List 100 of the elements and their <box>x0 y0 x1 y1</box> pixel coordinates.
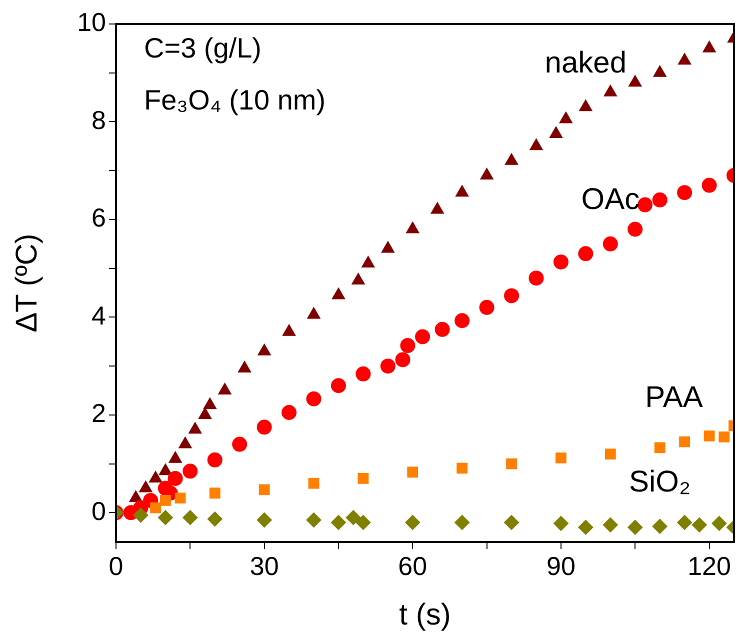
point <box>282 405 297 420</box>
point <box>182 464 198 479</box>
point <box>207 452 222 468</box>
annotation: C=3 (g/L) <box>144 32 262 64</box>
point <box>306 391 322 406</box>
point <box>454 514 470 530</box>
point <box>330 378 346 394</box>
y-tick-label: 2 <box>92 398 106 428</box>
point <box>604 448 616 460</box>
series-label: PAA <box>645 381 703 414</box>
point <box>332 288 346 300</box>
point <box>356 514 371 530</box>
point <box>504 514 520 530</box>
point <box>679 436 690 448</box>
point <box>150 502 161 514</box>
point <box>718 431 730 442</box>
point <box>400 338 416 354</box>
point <box>168 470 183 486</box>
point <box>454 313 470 328</box>
point <box>602 236 618 252</box>
point <box>209 488 220 499</box>
point <box>702 178 717 193</box>
point <box>602 517 618 532</box>
point <box>553 254 568 270</box>
point <box>559 112 572 124</box>
point <box>258 344 271 356</box>
point <box>406 222 420 234</box>
point <box>160 495 171 506</box>
y-tick-label: 10 <box>77 7 106 38</box>
point <box>346 510 361 526</box>
point <box>203 398 216 410</box>
point <box>282 324 296 336</box>
point <box>381 241 394 253</box>
y-tick-label: 0 <box>92 496 106 526</box>
point <box>188 422 202 434</box>
point <box>578 246 594 262</box>
point <box>356 366 371 382</box>
point <box>238 361 252 373</box>
point <box>530 138 543 150</box>
point <box>677 514 692 530</box>
x-tick-label: 120 <box>688 550 731 581</box>
point <box>456 185 469 197</box>
point <box>430 202 444 214</box>
point <box>553 516 568 531</box>
point <box>604 84 617 96</box>
point <box>407 466 418 478</box>
y-tick-label: 4 <box>92 300 106 330</box>
series-label: OAc <box>581 183 640 216</box>
point <box>628 520 643 535</box>
x-tick-label: 90 <box>546 550 576 581</box>
point <box>678 53 692 65</box>
point <box>692 517 707 532</box>
point <box>405 514 420 530</box>
point <box>456 462 468 474</box>
series-label: SiO₂ <box>629 466 691 499</box>
point <box>256 420 272 435</box>
point <box>480 168 494 180</box>
point <box>380 358 396 374</box>
point <box>129 490 142 502</box>
point <box>258 484 270 496</box>
point <box>638 197 653 212</box>
point <box>358 473 369 484</box>
point <box>362 256 375 268</box>
point <box>628 75 642 87</box>
y-tick-label: 8 <box>92 104 106 135</box>
y-tick-label: 6 <box>92 202 106 233</box>
point <box>504 288 520 304</box>
point <box>578 520 594 535</box>
point <box>256 512 272 528</box>
x-axis-title: t (s) <box>399 598 451 632</box>
point <box>479 300 494 315</box>
point <box>158 510 173 526</box>
point <box>653 65 666 77</box>
point <box>395 352 410 368</box>
point <box>652 518 668 534</box>
point <box>415 329 430 344</box>
point <box>178 436 192 448</box>
point <box>207 512 222 527</box>
point <box>174 492 186 504</box>
point <box>330 514 346 530</box>
point <box>712 516 727 531</box>
point <box>218 383 232 395</box>
point <box>549 126 563 138</box>
point <box>133 508 148 523</box>
point <box>704 430 715 442</box>
point <box>556 452 566 464</box>
point <box>652 192 668 208</box>
annotation: Fe₃O₄ (10 nm) <box>144 84 326 116</box>
point <box>628 222 643 237</box>
x-tick-label: 30 <box>250 550 279 581</box>
point <box>158 464 172 476</box>
point <box>506 458 517 470</box>
point <box>182 510 198 526</box>
point <box>232 436 248 452</box>
point <box>306 512 322 528</box>
point <box>352 273 365 285</box>
x-tick-label: 60 <box>398 550 428 581</box>
point <box>307 307 320 319</box>
point <box>654 442 666 454</box>
point <box>677 185 692 200</box>
